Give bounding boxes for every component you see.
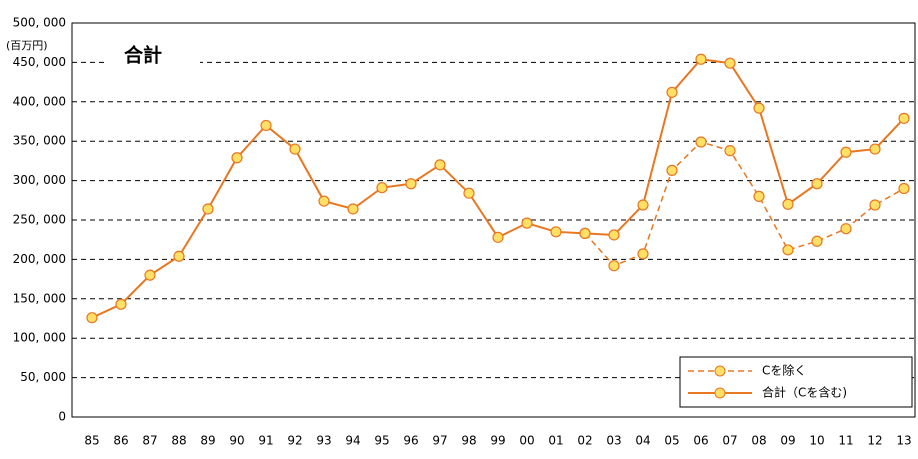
x-tick-label: 98 — [461, 434, 476, 448]
legend-box — [679, 356, 913, 408]
x-tick-label: 85 — [84, 434, 99, 448]
point — [463, 187, 475, 199]
point — [724, 57, 736, 69]
x-tick-label: 88 — [171, 434, 186, 448]
x-tick-label: 12 — [867, 434, 882, 448]
legend-marker — [714, 365, 726, 377]
point — [811, 178, 823, 190]
point — [144, 269, 156, 281]
x-tick-label: 07 — [722, 434, 737, 448]
x-tick-label: 10 — [809, 434, 824, 448]
y-tick-label: 0 — [58, 410, 66, 424]
x-tick-label: 01 — [548, 434, 563, 448]
x-tick-label: 99 — [490, 434, 505, 448]
x-tick-label: 92 — [287, 434, 302, 448]
y-tick-label: 400, 000 — [13, 94, 66, 108]
x-tick-label: 02 — [577, 434, 592, 448]
x-tick-label: 97 — [432, 434, 447, 448]
point — [695, 53, 707, 65]
x-tick-label: 93 — [316, 434, 331, 448]
point — [318, 195, 330, 207]
x-tick-label: 09 — [780, 434, 795, 448]
x-tick-label: 95 — [374, 434, 389, 448]
point — [869, 143, 881, 155]
title-backing — [108, 38, 200, 72]
x-tick-label: 08 — [751, 434, 766, 448]
y-tick-label: 250, 000 — [13, 213, 66, 227]
point — [840, 146, 852, 158]
point — [724, 145, 736, 157]
x-tick-label: 06 — [693, 434, 708, 448]
point — [347, 203, 359, 215]
point — [753, 102, 765, 114]
point — [637, 199, 649, 211]
y-tick-label: 100, 000 — [13, 331, 66, 345]
point — [782, 198, 794, 210]
x-tick-label: 89 — [200, 434, 215, 448]
point — [231, 152, 243, 164]
y-tick-label: 500, 000 — [13, 16, 66, 30]
point — [695, 136, 707, 148]
legend-label: Cを除く — [762, 363, 806, 378]
point — [115, 298, 127, 310]
point — [811, 235, 823, 247]
x-tick-label: 96 — [403, 434, 418, 448]
point — [898, 182, 910, 195]
point — [492, 231, 504, 243]
x-tick-label: 13 — [896, 434, 911, 448]
point — [521, 217, 533, 229]
x-tick-label: 90 — [229, 434, 244, 448]
point — [260, 119, 272, 132]
x-tick-label: 86 — [113, 434, 128, 448]
point — [173, 250, 185, 262]
point — [840, 223, 852, 235]
unit-label: (百万円) — [6, 39, 48, 52]
point — [579, 227, 591, 239]
point — [637, 248, 649, 260]
y-tick-label: 50, 000 — [20, 370, 66, 384]
x-tick-label: 11 — [838, 434, 853, 448]
x-tick-label: 91 — [258, 434, 273, 448]
y-tick-label: 350, 000 — [13, 134, 66, 148]
chart-title: 合計 — [124, 44, 162, 67]
y-tick-label: 450, 000 — [13, 55, 66, 69]
legend-marker — [714, 387, 726, 399]
x-tick-label: 87 — [142, 434, 157, 448]
y-tick-label: 200, 000 — [13, 252, 66, 266]
series-line — [584, 141, 905, 267]
point — [550, 226, 562, 238]
x-tick-label: 04 — [635, 434, 650, 448]
point — [782, 244, 794, 256]
x-tick-label: 94 — [345, 434, 360, 448]
point — [666, 164, 678, 176]
legend-label: 合計（Cを含む) — [762, 385, 847, 400]
point — [434, 159, 446, 171]
point — [666, 86, 678, 98]
point — [898, 112, 910, 124]
point — [753, 190, 765, 202]
point — [608, 229, 620, 241]
x-tick-label: 05 — [664, 434, 679, 448]
point — [202, 203, 214, 215]
point — [608, 260, 620, 272]
y-tick-label: 300, 000 — [13, 173, 66, 187]
x-tick-label: 00 — [519, 434, 534, 448]
point — [869, 199, 881, 211]
y-tick-label: 150, 000 — [13, 291, 66, 305]
series-line — [91, 58, 905, 319]
point — [289, 143, 301, 155]
x-tick-label: 03 — [606, 434, 621, 448]
point — [86, 312, 98, 324]
point — [405, 178, 417, 190]
point — [376, 182, 388, 194]
